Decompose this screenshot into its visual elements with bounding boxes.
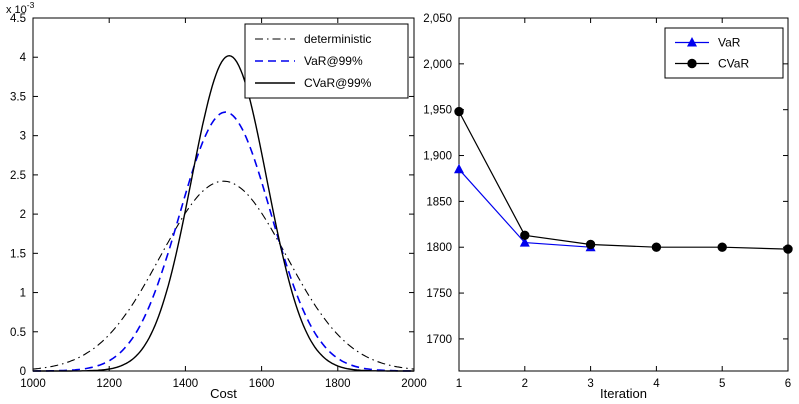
left-chart-x-axis-label: Cost [210, 386, 237, 401]
cvar-marker-circle-icon [783, 244, 793, 254]
legend-var-marker-triangle-icon [687, 37, 697, 47]
legend-label-deterministic: deterministic [304, 32, 371, 46]
legend-cvar-marker-circle-icon [687, 58, 697, 69]
legend-label-var: VaR [718, 36, 741, 50]
y-tick-label: 1700 [426, 334, 452, 346]
y-tick-label: 4 [20, 52, 27, 64]
x-tick-label: 5 [719, 378, 725, 390]
series-line-deterministic [32, 180, 415, 370]
x-tick-label: 1000 [20, 378, 46, 390]
right-chart-convergence-plot: 1 2 3 4 5 6 1700 1750 1800 1850 1,900 1,950 2,000 2,0… [423, 13, 793, 390]
x-tick-label: 4 [653, 378, 660, 390]
series-line-cvar [458, 111, 789, 250]
series-line-cvar-99 [33, 54, 414, 372]
y-tick-label: 1,900 [423, 151, 452, 163]
x-tick-label: 6 [785, 378, 791, 390]
x-tick-label: 2 [522, 378, 528, 390]
y-tick-label: 2 [20, 209, 26, 221]
legend-box [664, 27, 784, 79]
cvar-marker-circle-icon [454, 106, 464, 117]
right-chart-x-axis-label: Iteration [600, 386, 647, 401]
y-tick-label: 2,050 [423, 13, 452, 25]
y-tick-label: 0.5 [10, 327, 26, 339]
legend-label-cvar: CVaR [718, 57, 749, 71]
x-tick-label: 1 [456, 378, 462, 390]
plot-border [32, 17, 415, 372]
cvar-marker-circle-icon [717, 242, 727, 252]
series-line-var-99 [33, 111, 414, 372]
y-tick-label: 3.5 [10, 91, 26, 103]
y-tick-label: 1850 [426, 196, 452, 208]
y-tick-label: 3 [20, 131, 26, 143]
y-tick-label: 1800 [426, 242, 452, 254]
legend-label-cvar-99: CVaR@99% [304, 76, 372, 90]
left-chart-density-plot: 1000 1200 1400 1600 1800 2000 0 0.5 1 1.5 2 2.5 3 3.5… [6, 0, 427, 390]
x-tick-label: 3 [587, 378, 593, 390]
cvar-marker-circle-icon [585, 239, 596, 250]
y-tick-label: 0 [20, 366, 26, 378]
y-tick-label: 1,950 [423, 105, 452, 117]
plot-border [458, 17, 789, 372]
y-tick-label: 2,000 [423, 59, 452, 71]
y-tick-label: 1.5 [10, 248, 26, 260]
y-tick-label: 4.5 [10, 13, 26, 25]
y-tick-label: 1750 [426, 288, 452, 300]
y-axis-exponent-label: x 10-3 [6, 0, 35, 16]
var-marker-triangle-icon [454, 163, 464, 174]
x-tick-label: 1600 [249, 378, 275, 390]
y-tick-label: 2.5 [10, 170, 26, 182]
cvar-marker-circle-icon [520, 230, 530, 241]
x-tick-label: 1800 [325, 378, 351, 390]
x-tick-label: 1200 [96, 378, 122, 390]
cvar-marker-circle-icon [651, 242, 662, 252]
legend-label-var-99: VaR@99% [304, 54, 363, 68]
x-tick-label: 2000 [401, 378, 427, 390]
var-marker-triangle-icon [519, 237, 530, 247]
x-tick-label: 1400 [173, 378, 199, 390]
y-tick-label: 1 [20, 288, 26, 300]
